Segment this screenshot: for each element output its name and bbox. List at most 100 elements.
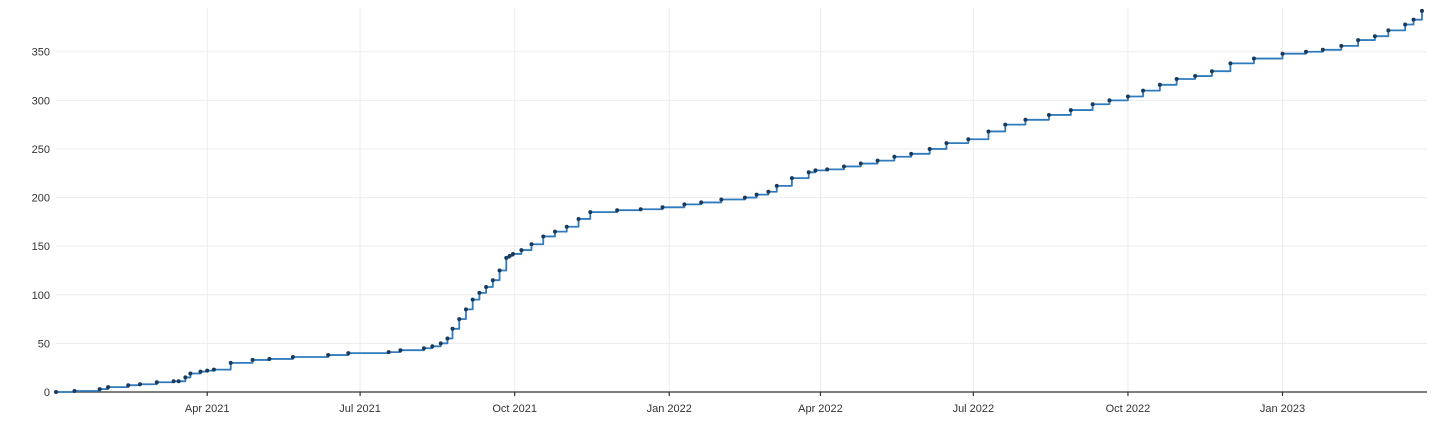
data-point bbox=[54, 390, 58, 394]
data-point bbox=[682, 202, 687, 207]
data-point bbox=[72, 389, 77, 394]
y-tick-label: 300 bbox=[32, 95, 50, 107]
data-point bbox=[126, 383, 131, 388]
data-point bbox=[326, 353, 331, 358]
x-tick-label: Jul 2022 bbox=[953, 403, 995, 415]
data-point bbox=[1356, 38, 1361, 43]
data-point bbox=[1403, 22, 1408, 27]
data-point bbox=[841, 164, 846, 169]
data-point bbox=[719, 197, 724, 202]
data-point bbox=[477, 290, 482, 295]
data-point bbox=[541, 234, 546, 239]
data-point bbox=[519, 248, 524, 253]
x-tick-label: Jan 2022 bbox=[647, 403, 692, 415]
gridlines bbox=[56, 8, 1427, 392]
data-point bbox=[825, 167, 830, 172]
x-tick-label: Oct 2022 bbox=[1106, 403, 1151, 415]
x-tick-label: Apr 2022 bbox=[798, 403, 843, 415]
data-point bbox=[1372, 34, 1377, 39]
data-point bbox=[1023, 117, 1028, 122]
x-tick-label: Jul 2021 bbox=[339, 403, 381, 415]
data-point bbox=[497, 268, 502, 273]
y-tick-label: 250 bbox=[32, 144, 50, 156]
data-point bbox=[504, 255, 509, 260]
data-point bbox=[445, 336, 450, 341]
data-point bbox=[806, 170, 811, 175]
data-point bbox=[1174, 76, 1179, 81]
data-point bbox=[789, 176, 794, 181]
data-point bbox=[97, 387, 102, 392]
data-point bbox=[699, 200, 704, 205]
data-point bbox=[588, 210, 593, 215]
x-tick-label: Apr 2021 bbox=[185, 403, 230, 415]
data-point bbox=[1193, 74, 1198, 79]
data-point bbox=[1141, 88, 1146, 93]
y-tick-label: 200 bbox=[32, 193, 50, 205]
data-point bbox=[511, 251, 515, 256]
data-point bbox=[490, 278, 495, 283]
data-point bbox=[1339, 43, 1344, 48]
data-point bbox=[421, 346, 426, 351]
data-point bbox=[564, 224, 569, 229]
data-point bbox=[250, 357, 255, 362]
data-point bbox=[198, 369, 203, 374]
data-point bbox=[892, 154, 897, 159]
data-point bbox=[228, 360, 233, 365]
data-point bbox=[457, 317, 462, 322]
data-point bbox=[463, 307, 468, 312]
data-point bbox=[1046, 112, 1051, 117]
axes bbox=[56, 391, 1427, 396]
y-tick-label: 50 bbox=[38, 338, 50, 350]
data-point bbox=[211, 367, 216, 372]
data-point bbox=[1411, 17, 1416, 22]
data-point bbox=[774, 183, 779, 188]
data-point bbox=[529, 242, 534, 247]
data-point bbox=[106, 385, 111, 390]
data-point bbox=[553, 229, 557, 234]
data-point bbox=[1228, 61, 1233, 66]
data-point bbox=[1125, 94, 1130, 99]
data-point bbox=[766, 189, 771, 194]
y-tick-label: 0 bbox=[44, 387, 50, 399]
data-point bbox=[1419, 8, 1424, 13]
data-point bbox=[1068, 108, 1073, 113]
data-point bbox=[1209, 69, 1214, 74]
data-point bbox=[176, 379, 181, 384]
data-point bbox=[909, 151, 914, 156]
series-line bbox=[56, 10, 1423, 393]
data-point bbox=[398, 348, 403, 353]
data-point bbox=[1304, 49, 1309, 54]
data-point bbox=[660, 205, 665, 210]
x-tick-label: Oct 2021 bbox=[492, 403, 537, 415]
y-tick-label: 350 bbox=[32, 47, 50, 59]
data-point bbox=[470, 297, 475, 302]
data-point bbox=[346, 351, 351, 356]
data-point bbox=[742, 195, 747, 200]
data-point bbox=[638, 207, 643, 212]
data-point bbox=[484, 285, 489, 290]
y-tick-label: 100 bbox=[32, 290, 50, 302]
data-point bbox=[205, 368, 210, 373]
data-point bbox=[138, 382, 143, 387]
series-layer bbox=[54, 8, 1424, 394]
data-point bbox=[1320, 47, 1325, 52]
y-tick-label: 150 bbox=[32, 241, 50, 253]
data-point bbox=[1003, 122, 1008, 127]
data-point bbox=[438, 341, 443, 346]
data-point bbox=[615, 208, 620, 213]
data-point bbox=[450, 326, 455, 331]
data-point bbox=[944, 141, 949, 146]
data-point bbox=[171, 379, 176, 384]
data-point bbox=[1251, 56, 1256, 61]
data-point bbox=[430, 344, 435, 349]
data-point bbox=[183, 375, 188, 380]
data-point bbox=[154, 380, 159, 385]
data-point bbox=[1107, 98, 1112, 103]
data-point bbox=[290, 355, 295, 359]
data-point bbox=[188, 371, 193, 376]
data-point bbox=[875, 158, 880, 163]
data-point bbox=[927, 146, 932, 151]
data-point bbox=[386, 350, 391, 355]
